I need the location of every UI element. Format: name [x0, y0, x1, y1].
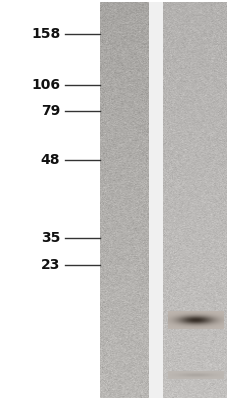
Text: 106: 106: [31, 78, 60, 92]
Text: 35: 35: [41, 231, 60, 245]
Text: 48: 48: [41, 153, 60, 167]
Text: 79: 79: [41, 104, 60, 118]
Text: 158: 158: [31, 27, 60, 41]
Bar: [148, 2, 162, 398]
Text: 23: 23: [41, 258, 60, 272]
